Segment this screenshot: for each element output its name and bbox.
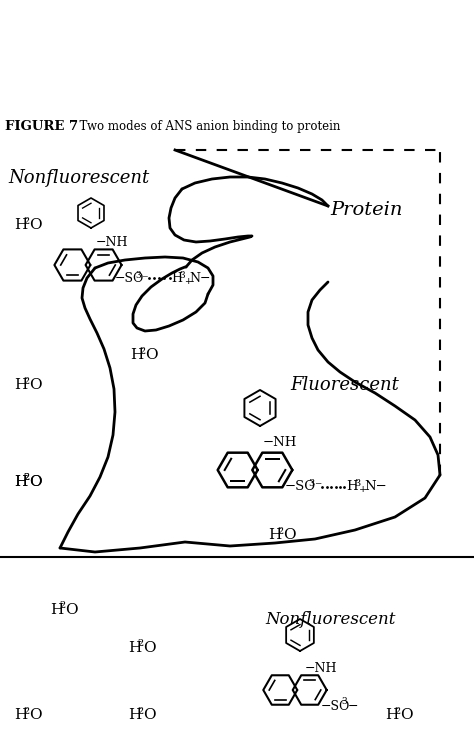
Text: Protein: Protein [330, 201, 402, 219]
Text: H: H [14, 218, 27, 232]
Text: 3: 3 [180, 270, 185, 279]
Text: H: H [50, 603, 63, 617]
Text: H: H [172, 271, 182, 285]
Text: 2: 2 [137, 639, 143, 648]
Text: 3: 3 [341, 698, 347, 707]
Text: ⁻: ⁻ [142, 273, 148, 287]
Text: Fluorescent: Fluorescent [290, 376, 399, 394]
Text: H: H [14, 475, 27, 489]
Text: H: H [346, 480, 358, 494]
Text: 2: 2 [23, 217, 29, 226]
Text: ⁻: ⁻ [314, 480, 322, 494]
Text: H: H [130, 348, 143, 362]
Text: 2: 2 [23, 707, 29, 716]
Text: N−: N− [365, 480, 387, 494]
Text: O: O [29, 218, 42, 232]
Text: H: H [128, 641, 141, 655]
Text: 3: 3 [355, 480, 361, 489]
Text: N−: N− [190, 271, 211, 285]
Text: 3: 3 [308, 479, 315, 488]
Text: 2: 2 [137, 707, 143, 716]
Text: O: O [29, 475, 42, 489]
Text: −SO: −SO [284, 480, 315, 494]
Text: 2: 2 [23, 474, 29, 483]
Text: 2: 2 [139, 347, 145, 356]
Text: H: H [385, 708, 398, 722]
Text: O: O [143, 641, 155, 655]
Text: O: O [65, 603, 78, 617]
Text: H: H [14, 475, 27, 489]
Text: 3: 3 [136, 270, 141, 279]
Text: O: O [29, 475, 42, 489]
Text: −NH: −NH [305, 662, 337, 675]
Text: Nonfluorescent: Nonfluorescent [265, 612, 395, 628]
Text: O: O [283, 528, 296, 542]
Text: 2: 2 [23, 376, 29, 385]
Text: −: − [347, 699, 358, 713]
Text: +: + [184, 276, 192, 285]
Text: O: O [400, 708, 413, 722]
Text: −NH: −NH [263, 436, 297, 448]
Text: O: O [143, 708, 155, 722]
Text: +: + [359, 486, 367, 495]
Text: 2: 2 [394, 707, 400, 716]
Text: 2: 2 [59, 601, 65, 610]
Text: −NH: −NH [96, 237, 128, 249]
Text: H: H [128, 708, 141, 722]
Text: H: H [14, 708, 27, 722]
Text: Nonfluorescent: Nonfluorescent [8, 169, 149, 187]
Text: FIGURE 7: FIGURE 7 [5, 120, 78, 133]
Text: O: O [145, 348, 158, 362]
Text: −SO: −SO [320, 699, 350, 713]
Text: −SO: −SO [115, 271, 144, 285]
Text: Two modes of ANS anion binding to protein: Two modes of ANS anion binding to protei… [72, 120, 340, 133]
Text: O: O [29, 708, 42, 722]
Text: O: O [29, 378, 42, 392]
Text: H: H [268, 528, 281, 542]
Text: 2: 2 [277, 527, 283, 536]
Text: H: H [14, 378, 27, 392]
Text: 2: 2 [23, 474, 29, 483]
